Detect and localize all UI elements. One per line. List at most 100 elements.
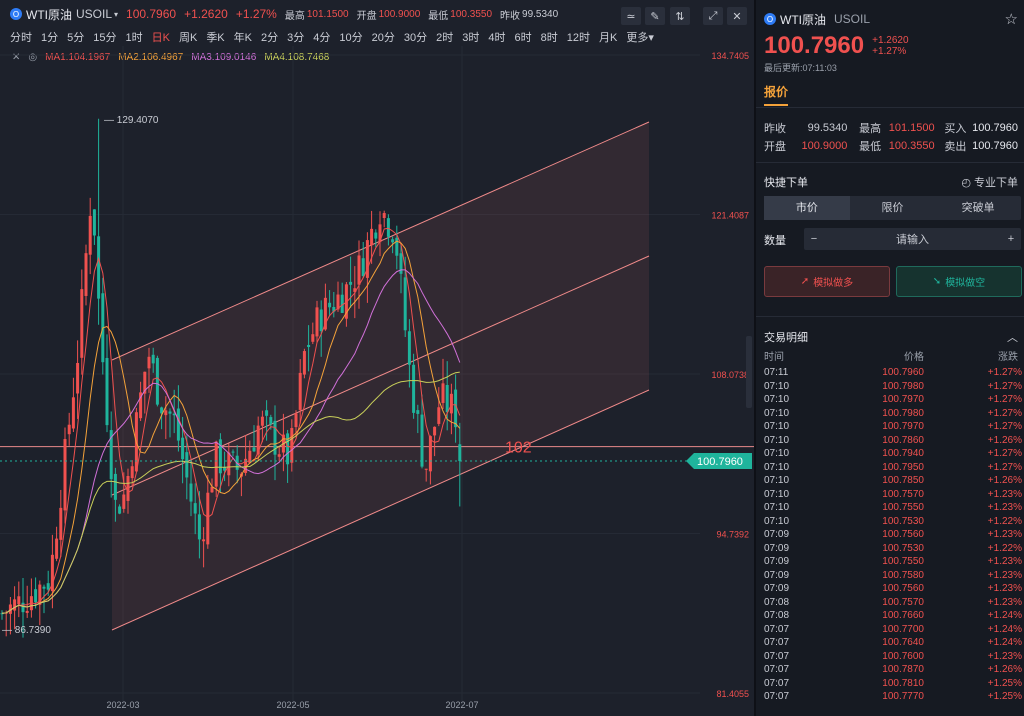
candle-body bbox=[244, 458, 248, 473]
compare-button[interactable]: ⇅ bbox=[670, 7, 690, 25]
candle-body bbox=[231, 451, 235, 453]
candle-body bbox=[113, 473, 117, 500]
sell-short-button[interactable]: ➘ 模拟做空 bbox=[896, 266, 1022, 297]
interval-tab[interactable]: 4分 bbox=[313, 32, 331, 44]
candle-body bbox=[307, 344, 311, 348]
favorite-star-icon[interactable]: ☆ bbox=[1004, 11, 1018, 28]
quick-order-title: 快捷下单 bbox=[764, 177, 808, 189]
interval-tab[interactable]: 年K bbox=[233, 32, 252, 44]
quantity-stepper: − 请输入 + bbox=[804, 228, 1021, 250]
trade-change: +1.22% bbox=[987, 542, 1022, 554]
trades-header: 时间 价格 涨跌 bbox=[764, 348, 1018, 363]
trade-time: 07:10 bbox=[764, 394, 790, 406]
trade-change: +1.27% bbox=[987, 367, 1022, 379]
rp-last-price: 100.7960 bbox=[764, 32, 865, 59]
qty-minus-button[interactable]: − bbox=[810, 233, 818, 245]
trade-change: +1.24% bbox=[987, 637, 1022, 649]
ma-legend: ✕ ◎ MA1:104.1967 MA2:106.4967 MA3:109.01… bbox=[12, 52, 337, 63]
stat-open-value: 100.9000 bbox=[378, 8, 421, 20]
candle-body bbox=[155, 357, 159, 405]
ma-close-icon[interactable]: ✕ bbox=[12, 52, 21, 63]
interval-tab[interactable]: 10分 bbox=[339, 32, 363, 44]
interval-tab[interactable]: 15分 bbox=[93, 32, 117, 44]
qty-plus-button[interactable]: + bbox=[1007, 233, 1015, 245]
close-chart-button[interactable]: ✕ bbox=[727, 7, 747, 25]
tab-breakout-order[interactable]: 突破单 bbox=[961, 202, 995, 214]
candle-body bbox=[164, 410, 168, 416]
panel-divider bbox=[754, 0, 756, 716]
buy-long-button[interactable]: ➚ 模拟做多 bbox=[764, 266, 890, 297]
quantity-input[interactable]: 请输入 bbox=[896, 234, 929, 246]
trade-row: 07:10 100.7550 +1.23% bbox=[764, 501, 1022, 515]
interval-tab[interactable]: 季K bbox=[206, 32, 225, 44]
candle-body bbox=[46, 583, 50, 590]
candle-body bbox=[361, 258, 365, 277]
interval-tab[interactable]: 5分 bbox=[67, 32, 85, 44]
candle-body bbox=[416, 410, 420, 414]
fullscreen-button[interactable]: ⤢ bbox=[703, 7, 723, 25]
y-tick-label: 134.7405 bbox=[711, 51, 749, 61]
x-tick-label: 2022-03 bbox=[106, 700, 139, 710]
trade-time: 07:10 bbox=[764, 421, 790, 433]
trade-price: 100.7870 bbox=[882, 664, 924, 676]
interval-tab[interactable]: 4时 bbox=[488, 32, 506, 44]
trade-row: 07:08 100.7660 +1.24% bbox=[764, 609, 1022, 623]
col-price: 价格 bbox=[904, 352, 924, 363]
ma1-label: MA1:104.1967 bbox=[45, 52, 111, 63]
interval-tab[interactable]: 月K bbox=[599, 32, 618, 44]
collapse-icon[interactable]: ︿ bbox=[1007, 332, 1018, 344]
quote-value: 100.9000 bbox=[801, 140, 848, 152]
candle-body bbox=[185, 452, 189, 478]
candle-body bbox=[172, 413, 176, 416]
pro-order-link[interactable]: ◴ 专业下单 bbox=[961, 177, 1018, 189]
candle-body bbox=[424, 468, 428, 470]
tab-quote[interactable]: 报价 bbox=[764, 83, 789, 106]
indicator-button[interactable]: ≃ bbox=[621, 7, 641, 25]
symbol-code[interactable]: USOIL bbox=[76, 7, 113, 21]
interval-tab[interactable]: 分时 bbox=[10, 32, 32, 44]
trade-time: 07:07 bbox=[764, 691, 790, 703]
candle-body bbox=[340, 294, 344, 313]
trade-row: 07:09 100.7530 +1.22% bbox=[764, 542, 1022, 556]
interval-tab[interactable]: 更多▾ bbox=[626, 32, 654, 44]
divider bbox=[756, 107, 1024, 108]
interval-tab[interactable]: 日K bbox=[151, 32, 170, 44]
quote-label: 开盘 bbox=[764, 141, 786, 153]
candle-body bbox=[84, 253, 88, 296]
low-annotation: — 86.7390 bbox=[2, 625, 51, 636]
interval-tab[interactable]: 2时 bbox=[436, 32, 454, 44]
draw-button[interactable]: ✎ bbox=[645, 7, 665, 25]
candlestick-chart[interactable]: 102 — 129.4070 — 86.7390 134.7405 121.4087 10… bbox=[0, 46, 754, 716]
interval-tab[interactable]: 3时 bbox=[462, 32, 480, 44]
symbol-name[interactable]: WTI原油 bbox=[26, 7, 72, 22]
trades-list: 07:11 100.7960 +1.27% 07:10 100.7980 +1.27% 07… bbox=[764, 366, 1022, 704]
candle-body bbox=[302, 351, 306, 375]
interval-tab[interactable]: 1分 bbox=[41, 32, 59, 44]
quote-label: 卖出 bbox=[944, 141, 967, 153]
interval-tab[interactable]: 周K bbox=[178, 32, 198, 44]
trade-row: 07:10 100.7940 +1.27% bbox=[764, 447, 1022, 461]
tab-market-order[interactable]: 市价 bbox=[764, 196, 850, 220]
interval-tab[interactable]: 3分 bbox=[287, 32, 305, 44]
interval-tab[interactable]: 12时 bbox=[566, 32, 590, 44]
header-change-pct: +1.27% bbox=[235, 7, 277, 21]
interval-tab[interactable]: 6时 bbox=[514, 32, 532, 44]
interval-tab[interactable]: 30分 bbox=[403, 32, 428, 44]
candle-body bbox=[256, 425, 260, 455]
interval-tab[interactable]: 2分 bbox=[261, 32, 279, 44]
trade-time: 07:09 bbox=[764, 569, 790, 581]
interval-tab[interactable]: 8时 bbox=[540, 32, 558, 44]
trade-price: 100.7640 bbox=[882, 637, 924, 649]
trade-price: 100.7600 bbox=[882, 650, 924, 662]
trade-row: 07:10 100.7970 +1.27% bbox=[764, 393, 1022, 407]
trade-row: 07:07 100.7700 +1.24% bbox=[764, 623, 1022, 637]
symbol-dropdown-icon[interactable]: ▾ bbox=[114, 9, 119, 19]
interval-tab[interactable]: 20分 bbox=[371, 32, 395, 44]
trade-time: 07:09 bbox=[764, 583, 790, 595]
interval-tab[interactable]: 1时 bbox=[125, 32, 143, 44]
qty-label: 数量 bbox=[764, 235, 786, 247]
candle-body bbox=[71, 397, 75, 429]
ma-visibility-icon[interactable]: ◎ bbox=[28, 52, 38, 63]
candle-body bbox=[80, 289, 84, 358]
tab-limit-order[interactable]: 限价 bbox=[881, 202, 904, 214]
